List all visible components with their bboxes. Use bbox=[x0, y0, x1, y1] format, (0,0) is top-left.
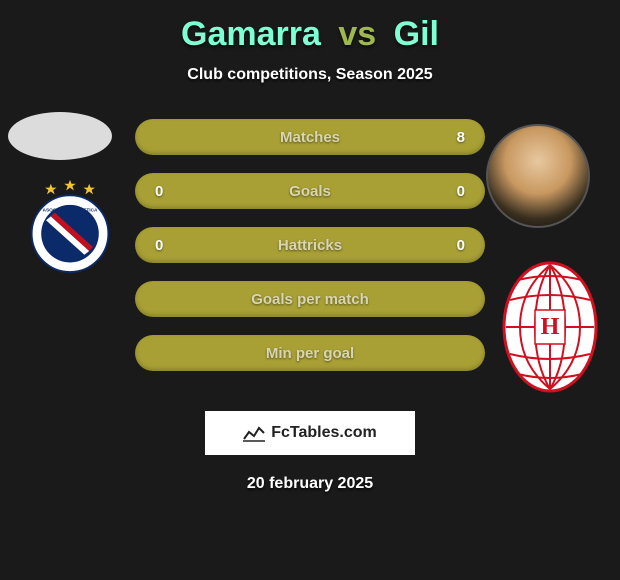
stats-list: Matches 8 0 Goals 0 0 Hattricks 0 Goals … bbox=[135, 119, 485, 371]
stat-right-value: 0 bbox=[435, 237, 465, 254]
stat-label: Goals per match bbox=[185, 291, 435, 308]
stat-label: Min per goal bbox=[185, 345, 435, 362]
comparison-title: Gamarra vs Gil bbox=[10, 15, 610, 54]
stat-left-value: 0 bbox=[155, 237, 185, 254]
svg-text:H: H bbox=[541, 314, 560, 340]
chart-icon bbox=[243, 424, 265, 442]
player2-avatar bbox=[486, 124, 590, 228]
stat-row: Min per goal bbox=[135, 335, 485, 371]
stat-row: 0 Goals 0 bbox=[135, 173, 485, 209]
stat-label: Goals bbox=[185, 183, 435, 200]
player1-club-badge: ASOCIACION ATLETICA bbox=[22, 178, 118, 274]
stat-row: Goals per match bbox=[135, 281, 485, 317]
stat-row: Matches 8 bbox=[135, 119, 485, 155]
stars-icon bbox=[45, 180, 95, 194]
stat-row: 0 Hattricks 0 bbox=[135, 227, 485, 263]
stat-label: Hattricks bbox=[185, 237, 435, 254]
svg-text:ASOCIACION ATLETICA: ASOCIACION ATLETICA bbox=[43, 208, 99, 214]
stat-right-value: 0 bbox=[435, 183, 465, 200]
player1-name: Gamarra bbox=[181, 15, 321, 53]
date-label: 20 february 2025 bbox=[10, 475, 610, 493]
vs-label: vs bbox=[338, 15, 376, 53]
stat-right-value: 8 bbox=[435, 129, 465, 146]
player1-avatar bbox=[8, 112, 112, 160]
player2-club-badge: H bbox=[500, 260, 600, 395]
logo-text: FcTables.com bbox=[271, 424, 377, 442]
stat-label: Matches bbox=[185, 129, 435, 146]
fctables-logo: FcTables.com bbox=[205, 411, 415, 455]
stat-left-value: 0 bbox=[155, 183, 185, 200]
player2-name: Gil bbox=[394, 15, 439, 53]
subtitle: Club competitions, Season 2025 bbox=[10, 66, 610, 84]
